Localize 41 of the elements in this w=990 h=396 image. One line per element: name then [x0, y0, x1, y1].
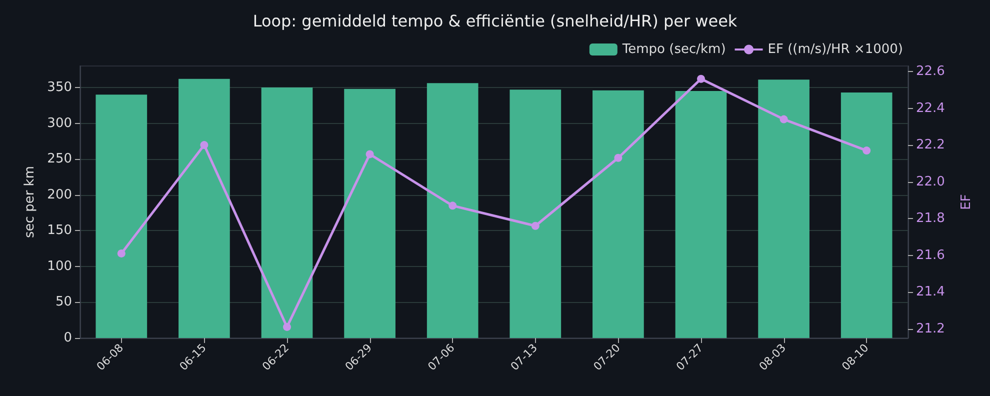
point	[780, 115, 788, 124]
y-axis-title: sec per km	[22, 166, 38, 238]
bar	[675, 91, 727, 338]
y-tick-label: 50	[55, 294, 72, 310]
bar	[96, 94, 148, 338]
y-tick-label: 150	[47, 223, 72, 238]
y-tick-label: 100	[47, 258, 72, 274]
y2-tick-label: 22.0	[916, 174, 945, 190]
y2-axis-title: EF	[959, 194, 974, 210]
bar	[261, 87, 313, 338]
legend-label: Tempo (sec/km)	[621, 42, 726, 57]
y2-tick-label: 22.2	[916, 138, 945, 153]
y-tick-label: 0	[64, 330, 72, 346]
y2-tick-label: 21.6	[916, 248, 945, 263]
point	[117, 249, 126, 258]
bar	[510, 90, 562, 338]
y2-tick-label: 22.4	[916, 100, 945, 116]
point	[862, 146, 871, 155]
y-tick-label: 250	[47, 152, 72, 167]
point	[448, 202, 457, 210]
bar	[840, 92, 892, 338]
y-tick-label: 200	[47, 187, 72, 202]
chart-title: Loop: gemiddeld tempo & efficiëntie (snelheid/HR) per week	[252, 12, 738, 30]
point	[614, 154, 622, 162]
y-tick-label: 350	[47, 80, 72, 95]
point	[697, 74, 705, 83]
bar	[344, 88, 396, 338]
bar	[178, 78, 230, 338]
bar	[592, 90, 644, 338]
bar	[426, 83, 478, 338]
bar	[758, 80, 810, 338]
point	[200, 141, 208, 150]
point	[366, 150, 374, 158]
y2-tick-label: 21.2	[916, 321, 945, 336]
point	[283, 322, 291, 331]
legend-label: EF ((m/s)/HR ×1000)	[768, 42, 904, 57]
y2-tick-label: 21.8	[916, 211, 945, 226]
y2-tick-label: 22.6	[916, 64, 945, 80]
point	[531, 222, 540, 230]
y-tick-label: 300	[47, 116, 72, 131]
y2-tick-label: 21.4	[916, 284, 945, 300]
